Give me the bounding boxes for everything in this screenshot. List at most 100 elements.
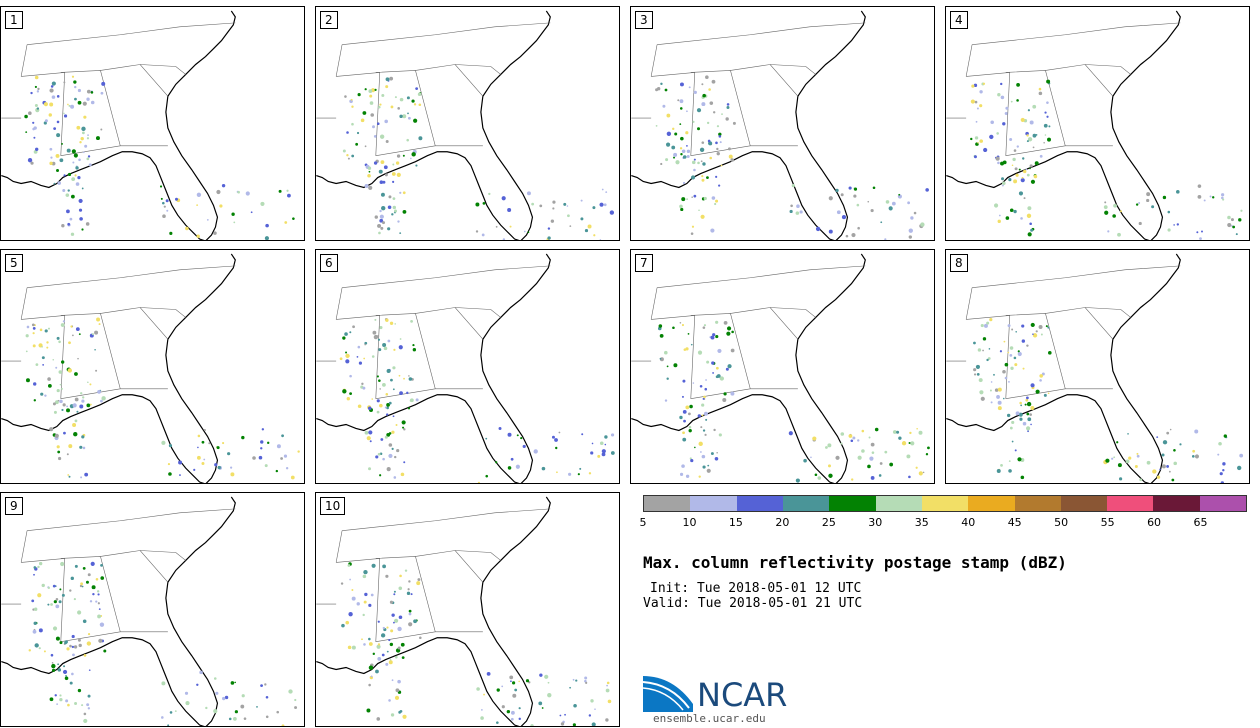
reflectivity-cell — [523, 230, 526, 233]
reflectivity-cell — [1015, 331, 1017, 333]
reflectivity-cell — [87, 134, 89, 136]
reflectivity-cell — [1021, 324, 1025, 328]
reflectivity-cell — [36, 107, 40, 110]
reflectivity-cell — [982, 337, 987, 341]
reflectivity-cell — [30, 161, 34, 165]
reflectivity-cell — [358, 361, 363, 365]
reflectivity-cell — [376, 375, 379, 378]
reflectivity-cell — [56, 120, 60, 124]
reflectivity-cell — [1015, 411, 1020, 416]
reflectivity-cell — [691, 225, 695, 228]
reflectivity-cell — [518, 707, 521, 710]
reflectivity-cell — [55, 366, 58, 369]
colorbar-segment — [1107, 496, 1154, 511]
reflectivity-cell — [1176, 190, 1180, 194]
reflectivity-cell — [501, 685, 504, 688]
coastline — [946, 253, 1181, 483]
reflectivity-cell — [80, 476, 83, 479]
reflectivity-cell — [475, 230, 479, 233]
reflectivity-cell — [874, 427, 879, 432]
reflectivity-cell — [1018, 412, 1023, 417]
reflectivity-cell — [1020, 178, 1025, 183]
reflectivity-cell — [1025, 168, 1028, 171]
reflectivity-cell — [1044, 111, 1047, 114]
reflectivity-cell — [1235, 233, 1238, 236]
reflectivity-cell — [1009, 208, 1014, 213]
reflectivity-cell — [710, 228, 715, 233]
reflectivity-cell — [74, 397, 79, 402]
reflectivity-cell — [81, 435, 85, 439]
colorbar-ticks: 5 10 15 20 25 30 35 40 45 50 55 60 65 — [640, 516, 1247, 530]
reflectivity-cell — [371, 355, 375, 358]
reflectivity-cell — [700, 214, 705, 219]
reflectivity-cell — [702, 465, 706, 469]
reflectivity-cell — [72, 653, 75, 657]
reflectivity-cell — [870, 208, 874, 213]
reflectivity-cell — [584, 228, 589, 233]
reflectivity-cell — [72, 423, 77, 427]
reflectivity-cell — [72, 403, 77, 408]
reflectivity-cell — [1025, 398, 1029, 402]
reflectivity-cell — [410, 157, 412, 160]
reflectivity-cell — [39, 328, 43, 332]
reflectivity-cell — [402, 191, 406, 195]
reflectivity-cell — [702, 429, 706, 432]
reflectivity-cell — [163, 205, 166, 208]
reflectivity-cell — [706, 468, 711, 473]
reflectivity-cell — [1021, 339, 1026, 343]
reflectivity-cell — [1238, 218, 1242, 222]
reflectivity-cell — [392, 415, 395, 418]
reflectivity-cell — [52, 402, 56, 406]
reflectivity-cell — [531, 202, 535, 206]
reflectivity-cell — [541, 707, 544, 709]
reflectivity-cell — [57, 450, 61, 454]
reflectivity-cell — [480, 716, 484, 720]
reflectivity-cell — [379, 325, 383, 330]
reflectivity-cell — [1027, 417, 1032, 422]
reflectivity-cell — [1134, 465, 1138, 469]
reflectivity-cell — [37, 565, 40, 569]
reflectivity-cell — [347, 564, 351, 567]
reflectivity-cell — [281, 434, 284, 438]
reflectivity-cell — [388, 401, 392, 405]
reflectivity-cell — [685, 131, 689, 135]
reflectivity-cell — [33, 621, 37, 625]
reflectivity-cell — [1005, 106, 1009, 110]
reflectivity-cell — [1030, 406, 1035, 411]
reflectivity-colorbar — [643, 495, 1247, 512]
reflectivity-cell — [51, 81, 56, 86]
reflectivity-cell — [60, 387, 63, 390]
reflectivity-cell — [95, 136, 100, 141]
reflectivity-cell — [27, 158, 33, 163]
reflectivity-cell — [701, 403, 705, 407]
reflectivity-cell — [390, 105, 394, 109]
reflectivity-cell — [539, 204, 543, 208]
reflectivity-cell — [994, 388, 999, 392]
reflectivity-cell — [363, 569, 368, 575]
reflectivity-cell — [590, 699, 594, 703]
reflectivity-cell — [697, 350, 703, 355]
reflectivity-cell — [1027, 430, 1029, 433]
reflectivity-cell — [477, 481, 480, 483]
reflectivity-cell — [77, 357, 79, 360]
reflectivity-cell — [77, 610, 82, 615]
reflectivity-cell — [31, 323, 35, 327]
reflectivity-cell — [694, 446, 696, 449]
reflectivity-cell — [87, 381, 89, 384]
reflectivity-cell — [970, 99, 975, 104]
coastline — [631, 10, 866, 240]
state-border — [336, 558, 381, 642]
reflectivity-cell — [918, 430, 923, 435]
reflectivity-cell — [162, 214, 166, 218]
reflectivity-cell — [412, 343, 415, 347]
reflectivity-cell — [516, 434, 519, 437]
reflectivity-cell — [368, 430, 373, 435]
reflectivity-cell — [1125, 459, 1130, 464]
reflectivity-cell — [398, 710, 402, 714]
reflectivity-cell — [1008, 380, 1010, 383]
reflectivity-cell — [231, 212, 235, 216]
reflectivity-cell — [167, 724, 170, 726]
reflectivity-cell — [83, 115, 87, 119]
reflectivity-cell — [294, 698, 297, 702]
reflectivity-cell — [418, 136, 423, 141]
